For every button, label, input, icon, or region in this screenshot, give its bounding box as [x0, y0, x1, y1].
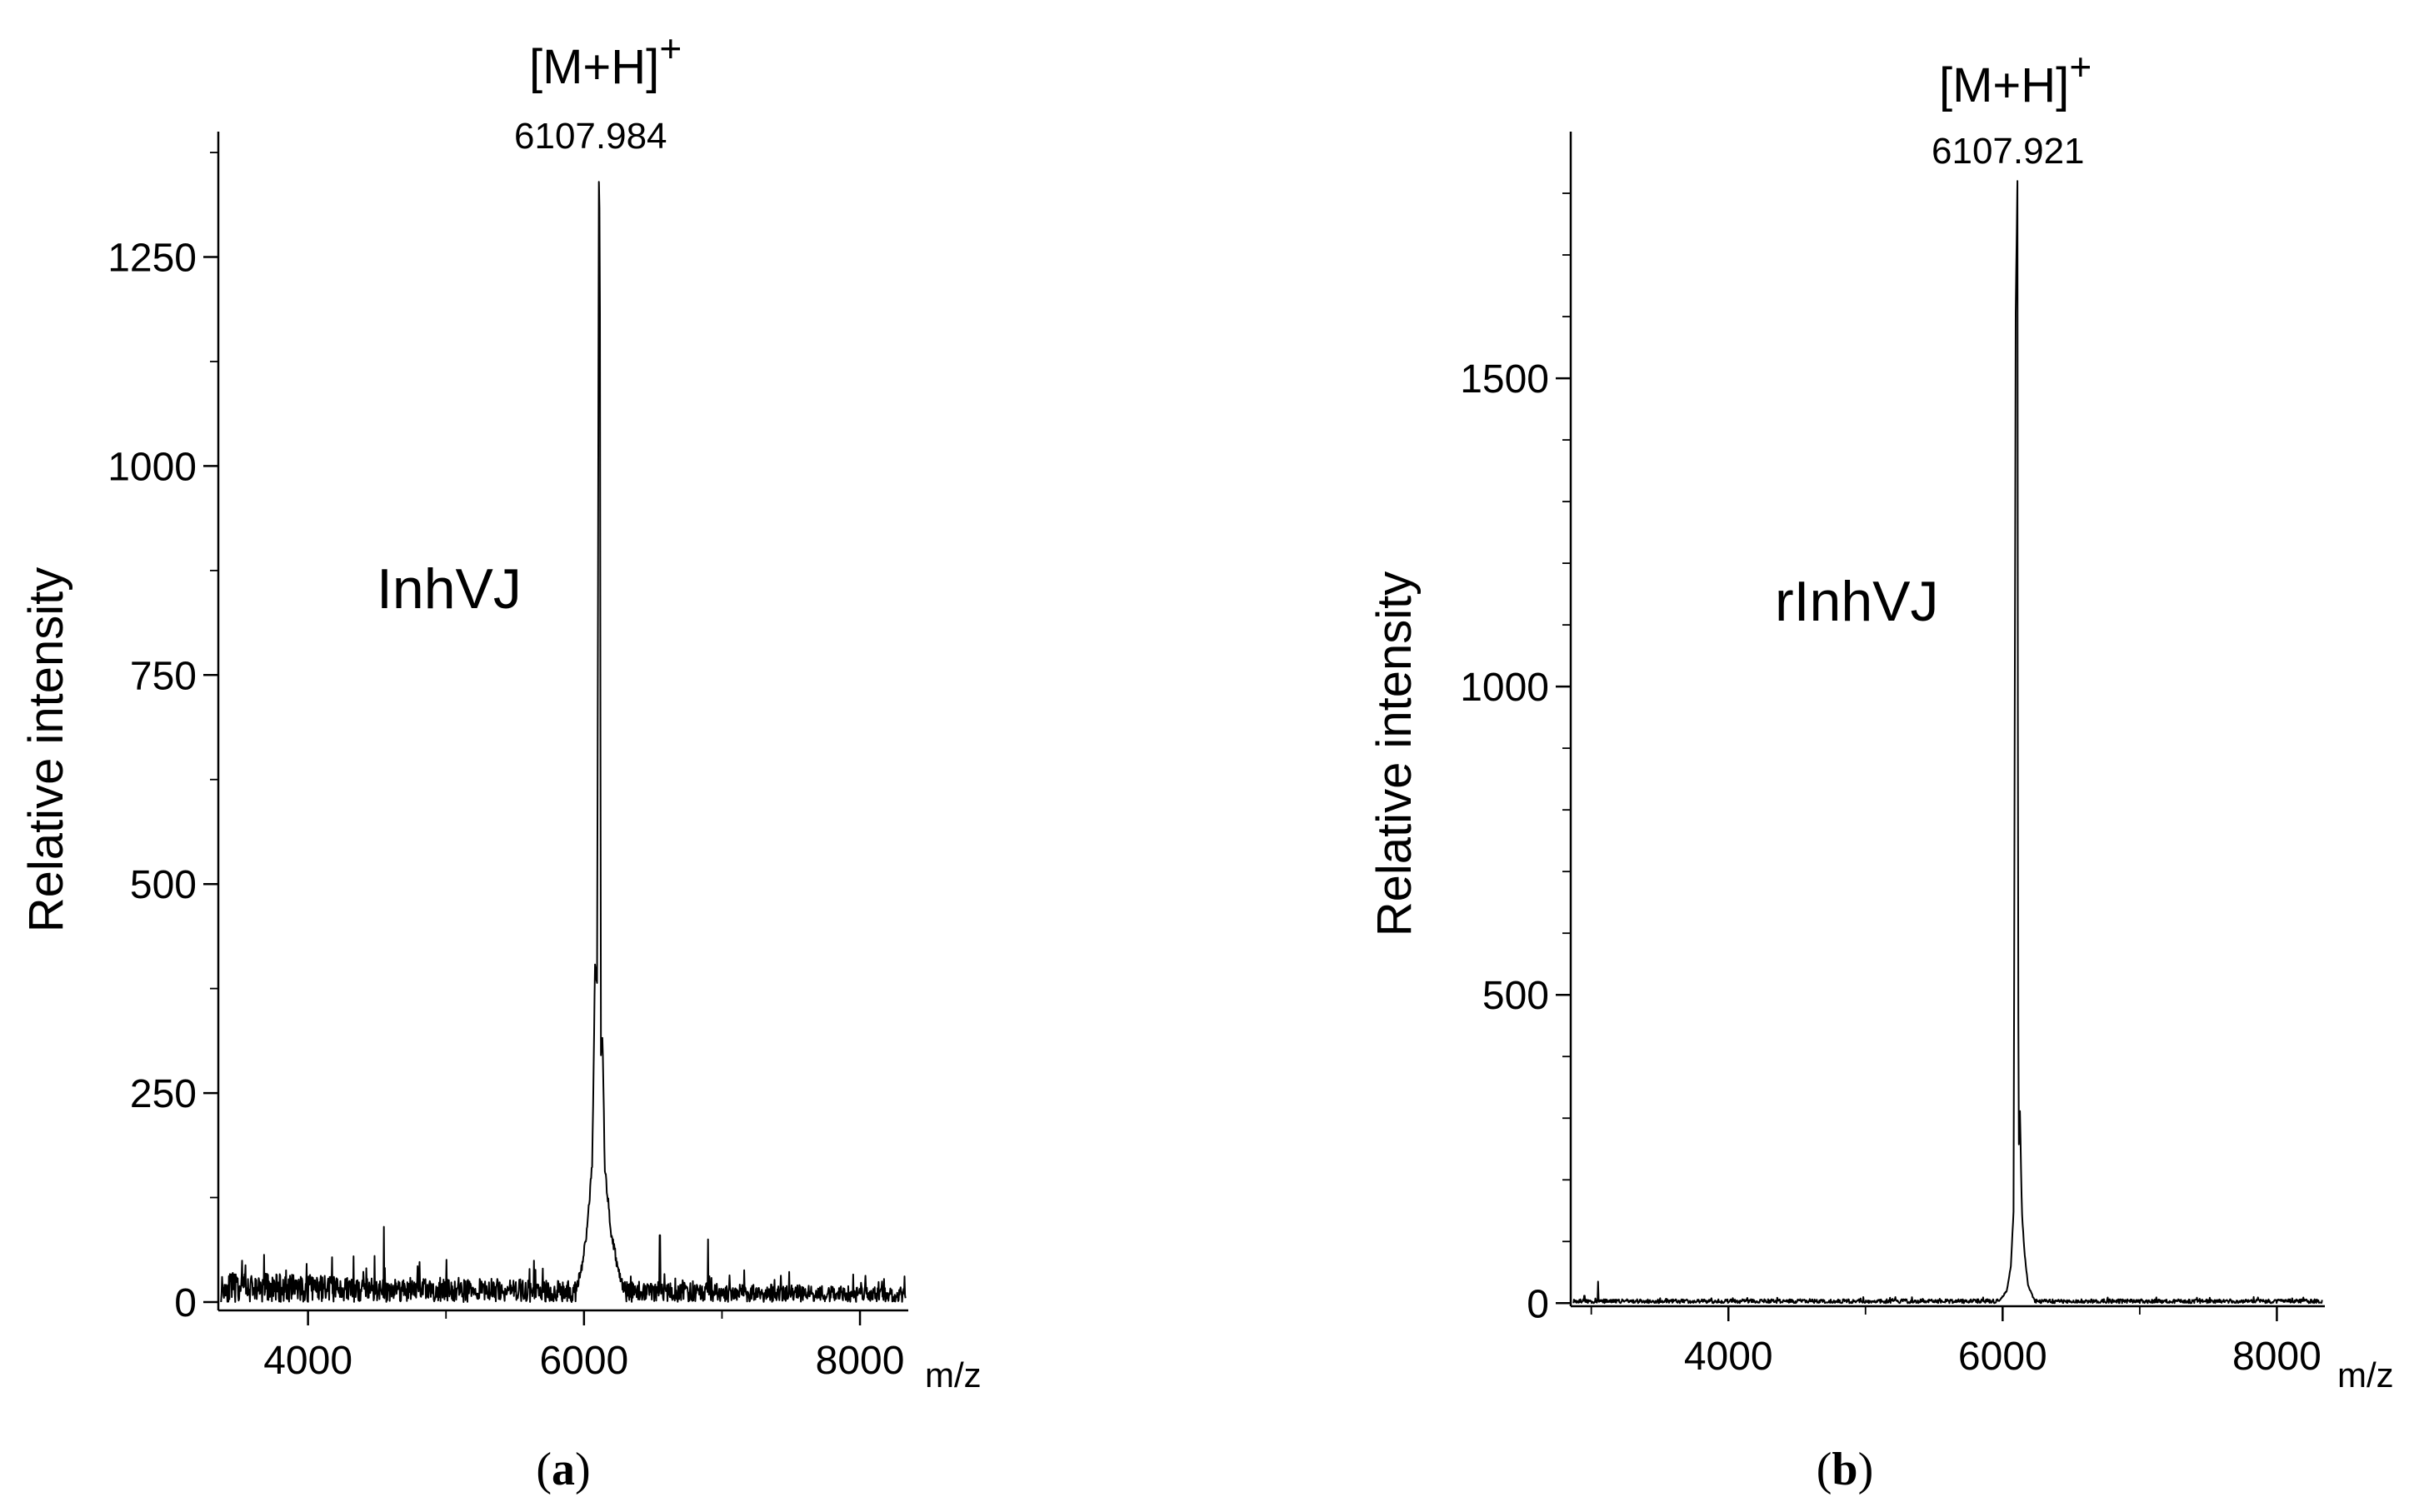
panel-b-y-tick-label: 0: [1527, 1282, 1549, 1326]
panel-a-peak-mz-label: 6107.984: [514, 116, 667, 157]
panel-a-caption: (a): [536, 1444, 590, 1495]
panel-b-spectrum: 0 500 1000 1500 4000 6000 8000 Relative inten…: [1367, 45, 2394, 1495]
panel-a-y-tick-label: 1250: [107, 237, 197, 281]
panel-b-x-axis-label: m/z: [2337, 1355, 2394, 1395]
panel-a-ion-label: [M+H]+: [529, 27, 682, 94]
panel-a-y-tick-label: 750: [130, 654, 197, 698]
panel-a-y-tick-label: 0: [174, 1281, 197, 1325]
panel-b-x-tick-label: 4000: [1684, 1335, 1773, 1379]
panel-b-x-ticks: 4000 6000 8000: [1590, 1306, 2322, 1379]
panel-b-caption: (b): [1817, 1444, 1873, 1495]
panel-a-sample-label: InhVJ: [377, 557, 522, 621]
panel-b-spectrum-line: [1572, 180, 2323, 1305]
panel-a-y-ticks: 0 250 500 750 1000 1250: [107, 152, 218, 1325]
panel-a-ion-charge: +: [659, 27, 682, 70]
panel-b-ion-label: [M+H]+: [1939, 45, 2092, 112]
panel-a-y-axis-label: Relative intensity: [19, 567, 73, 932]
panel-b-x-tick-label: 8000: [2232, 1335, 2322, 1379]
panel-a-x-tick-label: 4000: [263, 1339, 352, 1383]
panel-a-x-axis-label: m/z: [925, 1355, 982, 1395]
panel-b-y-axis-label: Relative intensity: [1367, 571, 1422, 936]
panel-a-x-tick-label: 8000: [816, 1339, 905, 1383]
panel-a-spectrum: 0 250 500 750 1000 1250 4000 6000 8000 Relative…: [19, 27, 982, 1495]
panel-a-y-tick-label: 500: [130, 863, 197, 907]
panel-a-y-tick-label: 250: [130, 1072, 197, 1116]
panel-a-x-ticks: 4000 6000 8000: [263, 1310, 904, 1383]
panel-a-x-tick-label: 6000: [539, 1339, 628, 1383]
panel-b-ion-charge: +: [2069, 45, 2092, 88]
panel-a-y-tick-label: 1000: [107, 445, 197, 489]
panel-b-peak-mz-label: 6107.921: [1932, 131, 2085, 172]
panel-a-spectrum-line: [220, 181, 907, 1303]
panel-b-sample-label: rInhVJ: [1775, 570, 1939, 633]
panel-b-y-ticks: 0 500 1000 1500: [1460, 192, 1571, 1326]
panel-b-y-tick-label: 1000: [1460, 666, 1549, 710]
panel-b-y-tick-label: 1500: [1460, 357, 1549, 402]
panel-b-x-tick-label: 6000: [1958, 1335, 2047, 1379]
panel-b-y-tick-label: 500: [1482, 974, 1549, 1018]
